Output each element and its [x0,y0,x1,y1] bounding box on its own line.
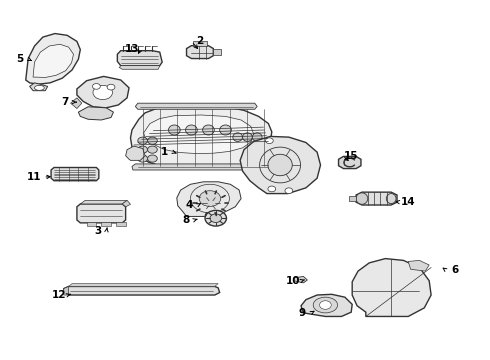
Ellipse shape [266,138,273,144]
Polygon shape [33,44,74,77]
Polygon shape [64,287,220,295]
Polygon shape [339,157,361,168]
Polygon shape [125,146,145,160]
Text: 11: 11 [27,172,42,182]
Polygon shape [64,287,69,295]
Polygon shape [356,192,397,205]
Bar [193,41,207,46]
Ellipse shape [220,125,231,135]
Ellipse shape [386,194,396,203]
Polygon shape [77,76,129,108]
Text: 13: 13 [125,44,139,54]
Ellipse shape [147,146,157,153]
Polygon shape [117,51,162,66]
Polygon shape [408,260,429,271]
Text: 5: 5 [16,54,24,64]
Polygon shape [132,164,273,170]
Ellipse shape [243,133,252,141]
Polygon shape [130,105,272,169]
Polygon shape [352,258,431,316]
Polygon shape [119,66,160,69]
Polygon shape [349,196,356,202]
Ellipse shape [356,193,368,204]
Text: 8: 8 [182,215,189,225]
Polygon shape [122,201,130,207]
Text: 2: 2 [196,36,204,46]
Polygon shape [30,83,48,91]
Ellipse shape [93,84,100,89]
Polygon shape [135,103,257,109]
Bar [213,49,220,55]
Ellipse shape [233,133,243,141]
Ellipse shape [202,197,220,210]
Ellipse shape [207,201,215,206]
Text: 7: 7 [61,97,69,107]
Ellipse shape [202,125,214,135]
Polygon shape [51,167,99,181]
Text: 3: 3 [94,226,101,236]
Ellipse shape [186,125,197,135]
Ellipse shape [210,214,221,222]
Polygon shape [144,115,254,154]
Polygon shape [71,98,82,109]
Polygon shape [187,46,213,59]
Text: 12: 12 [51,290,66,300]
Ellipse shape [268,154,292,176]
Ellipse shape [93,85,113,100]
Ellipse shape [147,137,157,144]
Text: 14: 14 [401,197,416,207]
Text: 10: 10 [286,276,300,286]
Ellipse shape [107,84,115,90]
Bar [101,222,111,226]
Ellipse shape [319,301,331,309]
Polygon shape [264,144,283,160]
Ellipse shape [313,297,338,313]
Ellipse shape [138,137,147,144]
Ellipse shape [34,85,44,90]
Ellipse shape [147,155,157,162]
Ellipse shape [196,193,225,214]
Bar [87,222,97,226]
Ellipse shape [169,125,180,135]
Text: 4: 4 [185,200,193,210]
Polygon shape [294,276,307,283]
Bar [116,222,125,226]
Ellipse shape [285,188,293,194]
Polygon shape [69,284,218,287]
Polygon shape [240,136,320,194]
Polygon shape [26,33,80,84]
Ellipse shape [252,133,262,141]
Polygon shape [177,182,241,216]
Text: 15: 15 [344,151,359,161]
Text: 6: 6 [451,265,458,275]
Polygon shape [301,294,352,316]
Ellipse shape [199,191,220,206]
Text: 1: 1 [161,147,168,157]
Ellipse shape [138,146,147,153]
Polygon shape [80,201,127,204]
Ellipse shape [138,155,147,162]
Ellipse shape [268,186,276,192]
Ellipse shape [205,210,226,226]
Text: 9: 9 [299,308,306,318]
Polygon shape [77,204,125,223]
Polygon shape [78,107,114,120]
